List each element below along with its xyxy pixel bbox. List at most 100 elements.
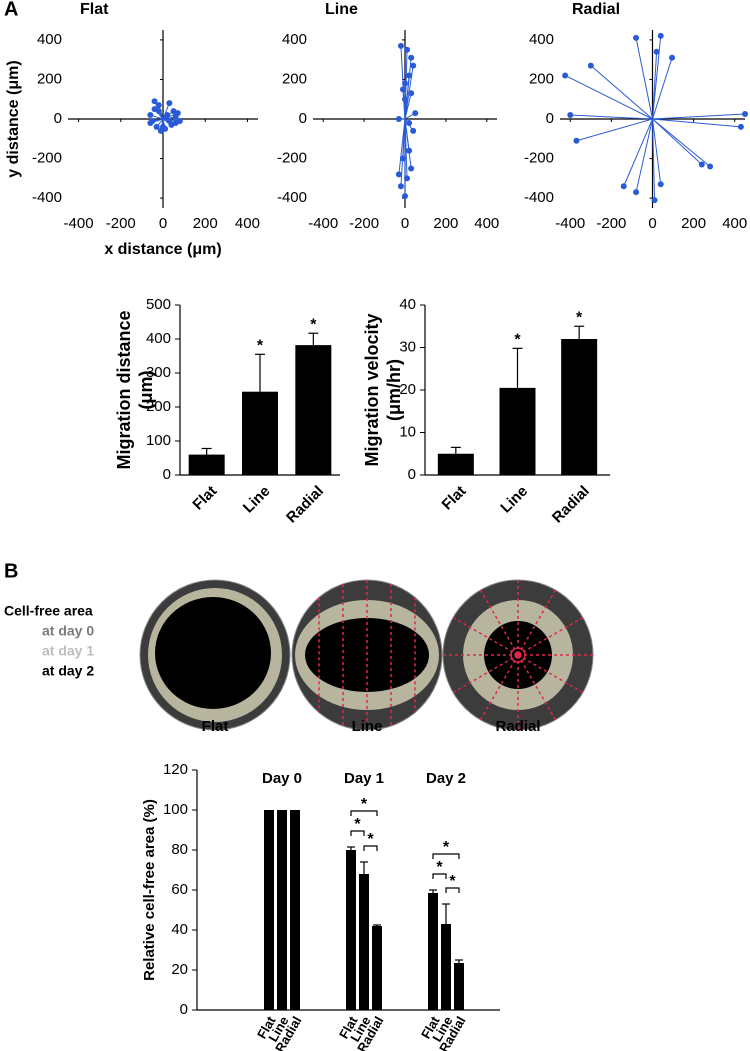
bracket: [432, 873, 447, 879]
track: [652, 35, 662, 120]
bar: [372, 926, 382, 1010]
y-axis-label: Relative cell-free area (%): [141, 799, 158, 981]
significance: *: [576, 309, 583, 326]
bar: [359, 874, 369, 1010]
y-tick-label: 100: [146, 432, 171, 449]
bracket: [445, 887, 460, 893]
track-end: [562, 72, 569, 79]
y-tick-label: -400: [277, 189, 307, 206]
track: [652, 118, 656, 201]
track: [404, 118, 410, 151]
track-end: [707, 163, 714, 170]
group-label: Day 0: [262, 770, 302, 787]
y-tick-label: 80: [171, 841, 188, 858]
track-end: [166, 100, 173, 107]
pattern-line: [452, 654, 519, 694]
y-tick-label: 30: [399, 338, 416, 355]
x-tick-label: 0: [401, 215, 409, 232]
track-end: [742, 111, 748, 118]
y-tick-label: -200: [524, 150, 554, 167]
chart-title: Radial: [572, 1, 620, 18]
x-axis-label: x distance (μm): [104, 241, 221, 258]
significance: *: [436, 859, 443, 876]
image-label: Flat: [202, 718, 229, 735]
image-label: Radial: [495, 718, 540, 735]
y-tick-label: 400: [37, 31, 62, 48]
track-end: [404, 175, 411, 182]
track-end: [408, 165, 415, 172]
chart-title: Line: [325, 1, 358, 18]
y-tick-label: 500: [146, 296, 171, 313]
pattern-line: [479, 654, 519, 721]
track-end: [164, 112, 171, 119]
track: [652, 118, 741, 128]
y-tick-label: 120: [163, 761, 188, 778]
track-end: [408, 90, 415, 97]
y-tick-label: 40: [171, 921, 188, 938]
x-tick-label: 400: [235, 215, 260, 232]
track: [635, 37, 653, 120]
y-tick-label: -400: [524, 189, 554, 206]
y-tick-label: 200: [282, 70, 307, 87]
y-tick-label: 0: [54, 110, 62, 127]
significance: *: [443, 839, 450, 856]
track-end: [651, 197, 658, 204]
bar: [242, 391, 278, 475]
y-tick-label: 300: [146, 364, 171, 381]
bar: [428, 893, 438, 1010]
track-end: [653, 48, 660, 55]
x-tick-label: -200: [596, 215, 626, 232]
group-label: Day 2: [426, 770, 466, 787]
y-tick-label: 400: [529, 31, 554, 48]
y-axis-label: Migration distance (μm): [114, 310, 156, 470]
bar: [264, 810, 274, 1010]
pattern-line: [479, 589, 519, 656]
y-tick-label: 0: [299, 110, 307, 127]
y-tick-label: 0: [546, 110, 554, 127]
y-tick-label: 0: [163, 466, 171, 483]
x-tick-label: -400: [308, 215, 338, 232]
track-end: [395, 116, 402, 122]
pattern-line: [517, 616, 584, 656]
bar: [290, 810, 300, 1010]
x-tick-label: 200: [681, 215, 706, 232]
track-end: [669, 54, 676, 61]
image-label: Line: [352, 718, 383, 735]
significance: *: [361, 796, 368, 813]
track-end: [160, 123, 166, 130]
track-end: [410, 127, 417, 134]
track-end: [397, 183, 404, 190]
x-tick-label: Radial: [283, 483, 327, 527]
chart-title: Flat: [80, 1, 109, 18]
bracket: [432, 853, 460, 859]
x-tick-label: Line: [240, 483, 274, 517]
significance: *: [354, 816, 361, 833]
y-tick-label: 60: [171, 881, 188, 898]
track: [652, 118, 711, 167]
track-end: [406, 119, 413, 126]
x-tick-label: 200: [433, 215, 458, 232]
track-end: [406, 72, 413, 79]
track-end: [176, 117, 183, 124]
bar: [437, 453, 474, 475]
bar: [346, 850, 356, 1010]
track-end: [402, 193, 408, 200]
y-tick-label: 200: [529, 70, 554, 87]
x-tick-label: 0: [648, 215, 656, 232]
bar: [561, 339, 598, 475]
track-end: [657, 181, 664, 188]
track-end: [587, 62, 594, 69]
track-end: [402, 80, 408, 87]
y-tick-label: 40: [399, 296, 416, 313]
panel-label: A: [4, 0, 18, 20]
y-tick-label: 200: [146, 398, 171, 415]
track-end: [410, 62, 417, 69]
track: [564, 75, 653, 120]
x-tick-label: Flat: [439, 483, 470, 514]
y-tick-label: 10: [399, 423, 416, 440]
y-tick-label: 20: [399, 381, 416, 398]
x-tick-label: 0: [159, 215, 167, 232]
y-tick-label: 400: [282, 31, 307, 48]
track-end: [155, 108, 162, 115]
